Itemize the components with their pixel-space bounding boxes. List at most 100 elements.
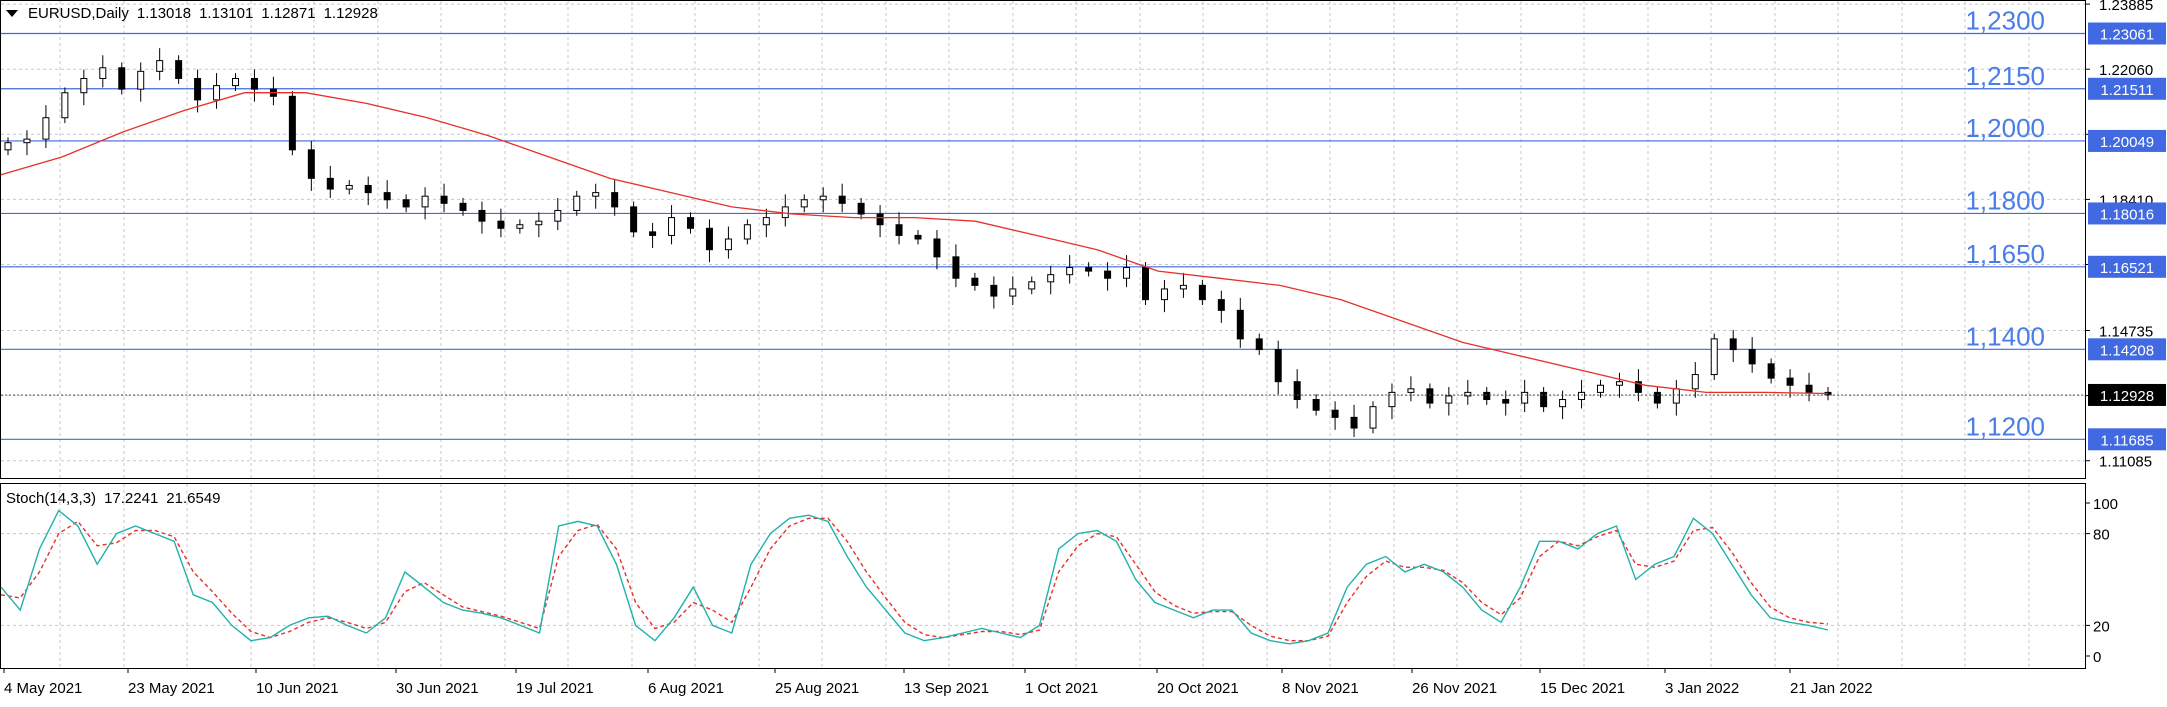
price-header: EURUSD,Daily 1.13018 1.13101 1.12871 1.1… [6, 5, 378, 22]
stoch-name: Stoch(14,3,3) [6, 490, 97, 507]
x-tick-label: 20 Oct 2021 [1157, 680, 1239, 697]
candle-body [364, 184, 372, 194]
price-level-tag-bg [2088, 255, 2166, 278]
candles-group [4, 48, 1832, 437]
candle-body [345, 184, 353, 190]
candle-body [762, 217, 770, 226]
stoch-signal-line [0, 517, 1829, 642]
header-low: 1.12871 [261, 5, 316, 22]
candle-body [592, 192, 600, 197]
candle-body [383, 192, 391, 201]
x-tick-label: 19 Jul 2021 [516, 680, 594, 697]
price-level-tag-bg [2088, 202, 2166, 225]
candle-body [1445, 395, 1453, 404]
candle-body [1748, 349, 1756, 365]
stoch-d: 21.6549 [166, 490, 221, 507]
x-tick-label: 8 Nov 2021 [1282, 680, 1359, 697]
candle-body [250, 77, 258, 90]
candle-body [1350, 416, 1358, 429]
price-y-tick-label: 1.14735 [2099, 323, 2153, 340]
candle-body [1388, 391, 1396, 408]
candle-body [1464, 391, 1472, 397]
candle-body [914, 234, 922, 240]
price-y-tick-label: 1.22060 [2099, 62, 2153, 79]
candle-body [838, 195, 846, 204]
current-price-tag-bg [2088, 383, 2166, 406]
stoch-y-tick-label: 0 [2093, 649, 2101, 666]
candle-body [1502, 399, 1510, 404]
candle-body [137, 70, 145, 90]
candle-body [743, 224, 751, 240]
candle-body [42, 117, 50, 140]
x-tick-label: 1 Oct 2021 [1025, 680, 1098, 697]
candle-body [1198, 284, 1206, 301]
candle-body [1331, 409, 1339, 418]
candle-body [1767, 363, 1775, 379]
candle-body [440, 195, 448, 204]
price-level-tag: 1.18016 [2100, 206, 2154, 223]
candle-body [326, 177, 334, 190]
price-level-tag-bg [2088, 428, 2166, 451]
candle-body [4, 142, 12, 151]
price-level-label: 1,1650 [1965, 239, 2045, 269]
candle-body [118, 67, 126, 90]
candle-body [1483, 391, 1491, 401]
candle-body [1559, 399, 1567, 408]
candle-body [876, 213, 884, 226]
candle-body [288, 95, 296, 151]
candle-body [1634, 381, 1642, 393]
x-tick-label: 3 Jan 2022 [1665, 680, 1739, 697]
candle-body [80, 77, 88, 94]
candle-body [1672, 388, 1680, 404]
price-level-tag-bg [2088, 77, 2166, 100]
price-level-label: 1,1200 [1965, 411, 2045, 441]
candle-body [1274, 349, 1282, 383]
candle-body [1047, 274, 1055, 283]
stoch-y-tick-label: 20 [2093, 618, 2110, 635]
candle-body [213, 85, 221, 101]
candle-body [402, 199, 410, 208]
price-level-label: 1,2150 [1965, 61, 2045, 91]
candle-body [232, 77, 239, 87]
candle-body [1123, 267, 1131, 279]
x-tick-label: 4 May 2021 [4, 680, 82, 697]
x-tick-label: 25 Aug 2021 [775, 680, 859, 697]
candle-body [1540, 391, 1548, 408]
price-level-tag: 1.16521 [2100, 260, 2154, 277]
price-level-tag: 1.23061 [2100, 26, 2154, 43]
header-close: 1.12928 [323, 5, 378, 22]
price-level-tag: 1.14208 [2100, 342, 2154, 359]
candle-body [724, 238, 732, 251]
candle-body [895, 224, 903, 236]
candle-body [516, 224, 524, 229]
menu-triangle-icon[interactable] [6, 10, 18, 17]
candle-body [497, 220, 505, 229]
current-price-tag: 1.12928 [2100, 388, 2154, 405]
price-level-tag: 1.20049 [2100, 134, 2154, 151]
x-tick-label: 15 Dec 2021 [1540, 680, 1625, 697]
price-level-tag-bg [2088, 129, 2166, 152]
candle-body [1104, 270, 1112, 279]
candle-body [819, 195, 827, 201]
symbol-timeframe: EURUSD,Daily [28, 5, 129, 22]
candle-body [1691, 374, 1699, 390]
candle-body [952, 256, 960, 279]
candle-body [1578, 391, 1586, 401]
x-tick-label: 10 Jun 2021 [256, 680, 339, 697]
candle-body [535, 220, 543, 226]
candle-body [1236, 309, 1244, 340]
candle-body [630, 206, 638, 233]
candle-body [1369, 406, 1377, 429]
moving-average-line [0, 92, 1829, 395]
candle-body [175, 60, 183, 79]
candle-body [857, 202, 865, 215]
price-level-label: 1,2000 [1965, 113, 2045, 143]
stoch-header: Stoch(14,3,3) 17.2241 21.6549 [6, 490, 221, 507]
header-open: 1.13018 [136, 5, 192, 22]
price-y-tick-label: 1.23885 [2099, 0, 2153, 14]
candle-body [1729, 338, 1737, 351]
x-tick-label: 13 Sep 2021 [904, 680, 989, 697]
candle-body [1066, 267, 1074, 276]
candle-body [1615, 381, 1623, 386]
